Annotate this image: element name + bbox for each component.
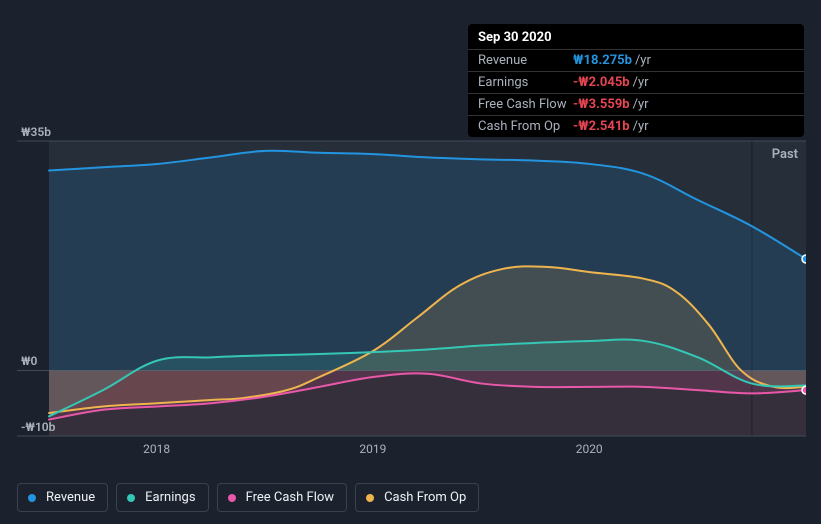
legend-item-label: Revenue (46, 490, 95, 505)
tooltip-row-suffix: /yr (633, 75, 649, 90)
past-label: Past (772, 147, 798, 162)
chart-svg (17, 120, 806, 465)
x-axis-label: 2018 (143, 442, 170, 456)
tooltip-row-value: -₩3.559b (573, 97, 630, 112)
y-axis-label: ₩0 (21, 354, 37, 368)
tooltip-row-suffix: /yr (633, 97, 649, 112)
legend-item-earnings[interactable]: Earnings (116, 483, 208, 512)
legend-item-revenue[interactable]: Revenue (17, 483, 108, 512)
series-end-marker-revenue (802, 255, 806, 263)
legend-item-label: Earnings (145, 490, 195, 505)
legend-item-cash_from_op[interactable]: Cash From Op (355, 483, 479, 512)
tooltip-row-label: Earnings (478, 75, 573, 90)
tooltip-row: Free Cash Flow-₩3.559b/yr (468, 93, 804, 115)
y-axis-label: -₩10b (21, 420, 55, 434)
tooltip-row-value: -₩2.045b (573, 75, 630, 90)
tooltip-row: Revenue₩18.275b/yr (468, 49, 804, 71)
tooltip-row-value: ₩18.275b (573, 53, 632, 68)
tooltip-row: Earnings-₩2.045b/yr (468, 71, 804, 93)
legend-dot-icon (366, 494, 374, 502)
x-axis-label: 2019 (359, 442, 386, 456)
tooltip-row-suffix: /yr (635, 53, 651, 68)
legend-item-label: Cash From Op (384, 490, 466, 505)
series-end-marker-fcf (802, 386, 806, 394)
tooltip-date: Sep 30 2020 (468, 24, 804, 49)
legend-dot-icon (127, 494, 135, 502)
tooltip-row-label: Free Cash Flow (478, 97, 573, 112)
legend-dot-icon (28, 494, 36, 502)
tooltip-row-label: Revenue (478, 53, 573, 68)
legend-item-label: Free Cash Flow (246, 490, 334, 505)
legend-dot-icon (228, 494, 236, 502)
financials-chart: ₩35b ₩0 -₩10b 2018 2019 2020 Past (17, 120, 806, 500)
chart-legend: Revenue Earnings Free Cash Flow Cash From O… (17, 483, 479, 512)
x-axis-label: 2020 (576, 442, 603, 456)
y-axis-label: ₩35b (21, 125, 51, 139)
legend-item-fcf[interactable]: Free Cash Flow (217, 483, 347, 512)
